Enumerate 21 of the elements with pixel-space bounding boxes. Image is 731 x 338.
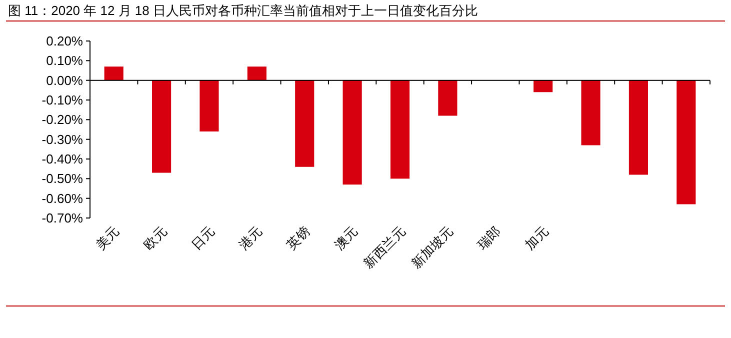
y-tick-label: -0.30% <box>42 132 84 147</box>
x-tick-label: 欧元 <box>140 224 170 253</box>
y-tick-label: -0.20% <box>42 112 84 128</box>
y-tick-label: -0.10% <box>42 92 84 108</box>
y-tick-label: 0.00% <box>46 72 84 88</box>
x-tick-label: 新加坡元 <box>408 224 456 271</box>
x-tick-label: 日元 <box>188 224 218 253</box>
x-tick-label: 加元 <box>522 224 552 253</box>
y-tick-label: 0.20% <box>46 34 84 48</box>
x-tick-label: 美元 <box>92 224 122 253</box>
x-tick-label: 新西兰元 <box>360 224 408 271</box>
x-tick-label: 瑞郎 <box>474 224 504 253</box>
y-tick-label: -0.50% <box>42 171 84 186</box>
y-tick-label: 0.10% <box>46 53 84 68</box>
x-tick-label: 英镑 <box>284 224 313 253</box>
x-tick-label: 港元 <box>236 224 266 253</box>
x-tick-label: 澳元 <box>331 224 360 253</box>
y-tick-label: -0.70% <box>42 210 84 226</box>
y-tick-label: -0.40% <box>42 152 84 166</box>
y-tick-label: -0.60% <box>42 190 84 206</box>
chart-title: 图 11：2020 年 12 月 18 日人民币对各币种汇率当前值相对于上一日值变化百分比 <box>8 3 478 18</box>
